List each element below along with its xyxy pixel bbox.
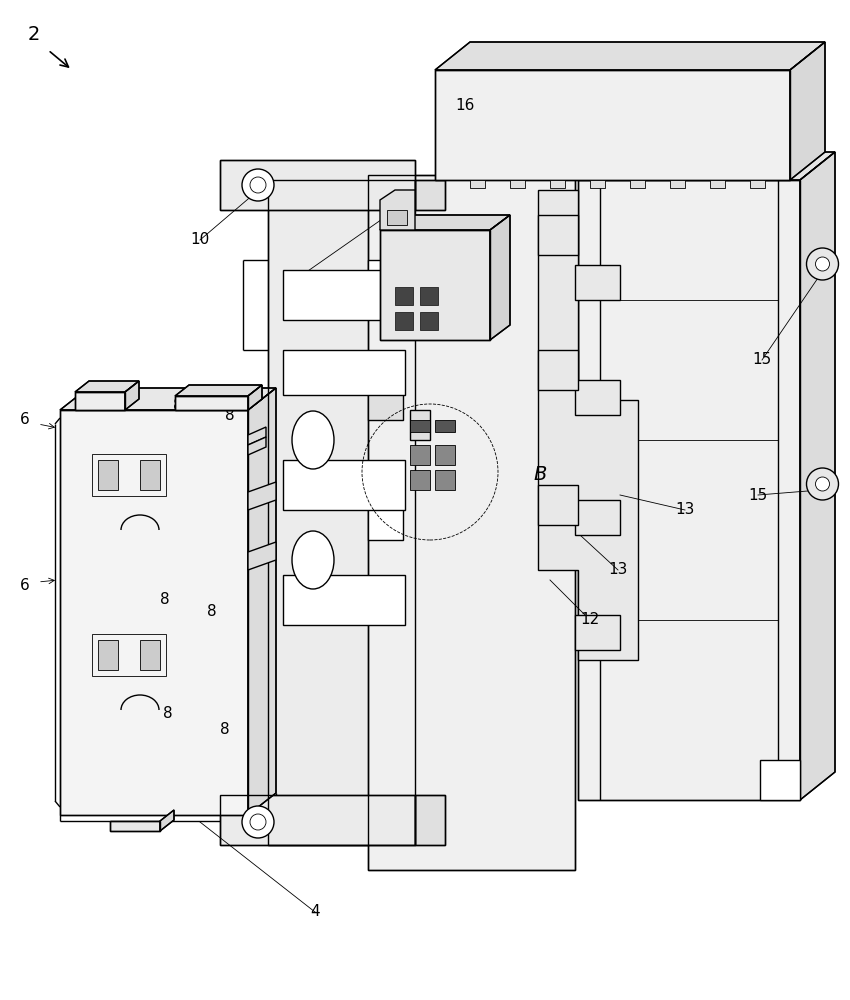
Text: 8: 8 (220, 722, 230, 738)
Text: 8: 8 (225, 408, 235, 422)
Text: 13: 13 (609, 562, 627, 578)
Polygon shape (575, 500, 620, 535)
Text: 15: 15 (752, 353, 772, 367)
Polygon shape (248, 482, 276, 510)
Polygon shape (395, 287, 413, 305)
Polygon shape (490, 215, 510, 340)
Polygon shape (575, 615, 620, 650)
Text: 4: 4 (310, 904, 320, 920)
Polygon shape (750, 180, 765, 188)
Circle shape (807, 468, 838, 500)
Polygon shape (710, 180, 725, 188)
Circle shape (815, 257, 830, 271)
Text: 2: 2 (28, 25, 40, 44)
Polygon shape (380, 190, 415, 230)
Polygon shape (220, 160, 415, 210)
Polygon shape (380, 230, 490, 340)
Polygon shape (368, 380, 403, 420)
Text: 13: 13 (675, 502, 694, 518)
Circle shape (815, 477, 830, 491)
Polygon shape (60, 388, 276, 410)
Polygon shape (110, 821, 160, 831)
Polygon shape (98, 460, 118, 490)
Text: 13: 13 (385, 272, 405, 288)
Polygon shape (538, 485, 578, 525)
Polygon shape (283, 460, 405, 510)
Circle shape (242, 169, 274, 201)
Polygon shape (175, 385, 262, 396)
Polygon shape (550, 180, 565, 188)
Text: 8: 8 (173, 397, 183, 412)
Text: B: B (533, 466, 547, 485)
Polygon shape (248, 385, 262, 410)
Text: 16: 16 (456, 98, 474, 112)
Polygon shape (248, 427, 266, 445)
Polygon shape (538, 190, 638, 660)
Polygon shape (410, 470, 430, 490)
Polygon shape (75, 392, 125, 410)
Polygon shape (368, 175, 575, 870)
Polygon shape (283, 350, 405, 395)
Polygon shape (220, 795, 415, 845)
Ellipse shape (292, 411, 334, 469)
Polygon shape (125, 381, 139, 410)
Polygon shape (538, 350, 578, 390)
Polygon shape (435, 445, 455, 465)
Text: 6: 6 (20, 412, 30, 428)
Polygon shape (800, 152, 835, 800)
Polygon shape (760, 760, 800, 800)
Polygon shape (387, 210, 407, 225)
Polygon shape (140, 460, 160, 490)
Polygon shape (160, 810, 174, 831)
Polygon shape (415, 180, 445, 210)
Polygon shape (368, 490, 403, 540)
Polygon shape (538, 215, 578, 255)
Polygon shape (415, 795, 445, 845)
Text: 8: 8 (207, 604, 217, 619)
Circle shape (807, 248, 838, 280)
Polygon shape (410, 420, 430, 432)
Polygon shape (790, 42, 825, 180)
Polygon shape (410, 445, 430, 465)
Polygon shape (420, 312, 438, 330)
Polygon shape (395, 312, 413, 330)
Polygon shape (575, 265, 620, 300)
Polygon shape (470, 180, 485, 188)
Polygon shape (98, 640, 118, 670)
Polygon shape (670, 180, 685, 188)
Polygon shape (578, 180, 800, 800)
Ellipse shape (292, 531, 334, 589)
Circle shape (242, 806, 274, 838)
Text: 14: 14 (286, 272, 304, 288)
Polygon shape (75, 381, 139, 392)
Polygon shape (60, 410, 248, 815)
Polygon shape (140, 640, 160, 670)
Text: 6: 6 (20, 578, 30, 592)
Polygon shape (435, 70, 790, 180)
Polygon shape (435, 42, 825, 70)
Polygon shape (248, 437, 266, 455)
Polygon shape (268, 180, 415, 845)
Polygon shape (248, 542, 276, 570)
Polygon shape (510, 180, 525, 188)
Text: 8: 8 (160, 592, 170, 607)
Polygon shape (410, 410, 430, 440)
Text: 15: 15 (748, 488, 768, 502)
Polygon shape (283, 575, 405, 625)
Polygon shape (420, 287, 438, 305)
Polygon shape (368, 260, 403, 305)
Polygon shape (380, 215, 510, 230)
Polygon shape (175, 396, 248, 410)
Polygon shape (630, 180, 645, 188)
Text: 10: 10 (190, 232, 210, 247)
Polygon shape (435, 470, 455, 490)
Text: 12: 12 (581, 612, 599, 628)
Polygon shape (590, 180, 605, 188)
Text: 8: 8 (163, 706, 173, 722)
Polygon shape (248, 388, 276, 815)
Polygon shape (283, 270, 405, 320)
Polygon shape (578, 152, 835, 180)
Polygon shape (575, 380, 620, 415)
Polygon shape (435, 420, 455, 432)
